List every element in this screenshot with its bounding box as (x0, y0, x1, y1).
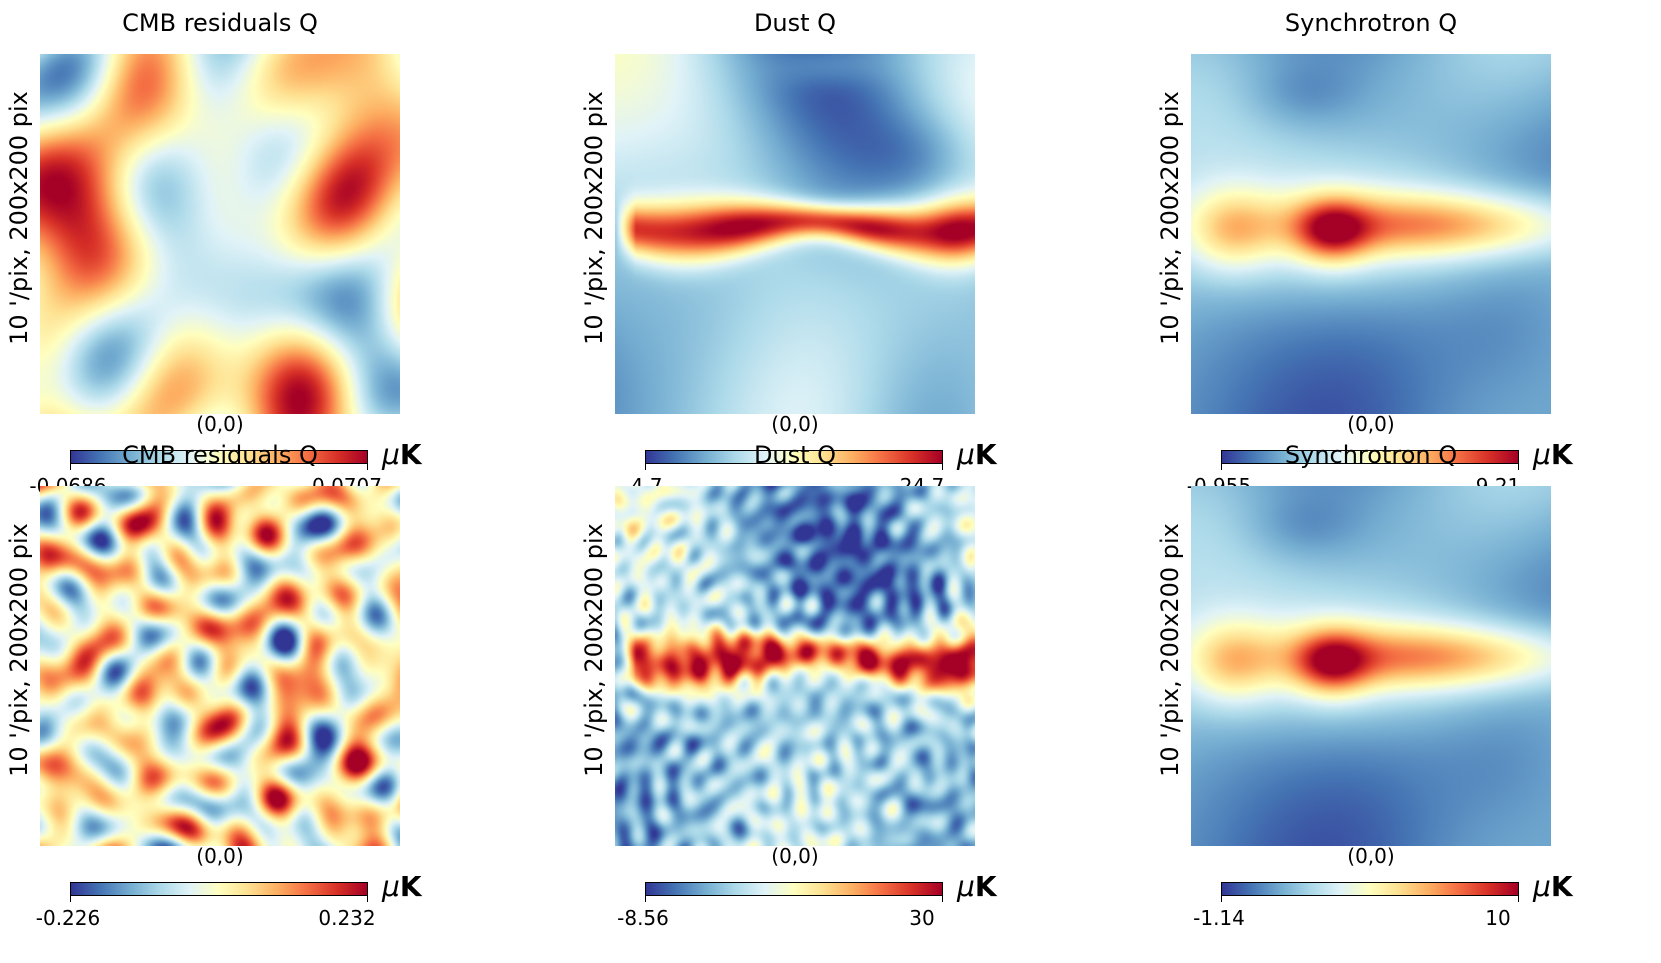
panel-synchrotron-bottom: Synchrotron Q 10 '/pix, 200x200 pix (0,0… (1151, 440, 1573, 930)
heatmap-cmb-residuals (40, 54, 400, 414)
y-axis-label: 10 '/pix, 200x200 pix (5, 91, 33, 345)
unit-prefix: μ (957, 438, 975, 471)
colorbar-min-label: -0.226 (35, 906, 101, 930)
heatmap-dust (615, 486, 975, 846)
center-label: (0,0) (771, 844, 819, 868)
unit-letter: K (1550, 870, 1573, 903)
colorbar-tick-min (70, 896, 71, 902)
colorbar-tick-min (1221, 464, 1222, 470)
panel-synchrotron-top: Synchrotron Q 10 '/pix, 200x200 pix (0,0… (1151, 8, 1573, 498)
unit-prefix: μ (1533, 870, 1551, 903)
unit-letter: K (974, 870, 997, 903)
unit-letter: K (1550, 438, 1573, 471)
colorbar-unit: μK (957, 438, 997, 472)
colorbar-tick-min (70, 464, 71, 470)
colorbar-unit: μK (382, 870, 422, 904)
colorbar (1221, 450, 1519, 464)
y-axis-label: 10 '/pix, 200x200 pix (1156, 523, 1184, 777)
center-label: (0,0) (196, 412, 244, 436)
unit-prefix: μ (1533, 438, 1551, 471)
panel-dust-bottom: Dust Q 10 '/pix, 200x200 pix (0,0) -8.56… (575, 440, 997, 930)
colorbar-tick-max (367, 896, 368, 902)
center-label: (0,0) (1347, 412, 1395, 436)
unit-prefix: μ (957, 870, 975, 903)
panel-title: CMB residuals Q (122, 441, 318, 469)
colorbar-tick-min (1221, 896, 1222, 902)
unit-prefix: μ (382, 870, 400, 903)
colorbar-tick-max (367, 464, 368, 470)
center-label: (0,0) (1347, 844, 1395, 868)
colorbar-max-label: 30 (909, 906, 935, 930)
heatmap-synchrotron (1191, 54, 1551, 414)
panel-dust-top: Dust Q 10 '/pix, 200x200 pix (0,0) -4.7 … (575, 8, 997, 498)
colorbar (645, 450, 943, 464)
unit-letter: K (399, 438, 422, 471)
colorbar (1221, 882, 1519, 896)
panel-title: Dust Q (753, 9, 837, 37)
y-axis-label: 10 '/pix, 200x200 pix (580, 91, 608, 345)
panel-title: CMB residuals Q (122, 9, 318, 37)
colorbar (645, 882, 943, 896)
y-axis-label: 10 '/pix, 200x200 pix (1156, 91, 1184, 345)
colorbar-unit: μK (957, 870, 997, 904)
colorbar-unit: μK (382, 438, 422, 472)
colorbar-max-label: 0.232 (318, 906, 376, 930)
heatmap-cmb-residuals (40, 486, 400, 846)
unit-prefix: μ (382, 438, 400, 471)
colorbar (70, 450, 368, 464)
colorbar-min-label: -8.56 (617, 906, 669, 930)
panel-cmb-residuals-bottom: CMB residuals Q 10 '/pix, 200x200 pix (0… (0, 440, 422, 930)
colorbar-tick-max (1518, 464, 1519, 470)
colorbar (70, 882, 368, 896)
colorbar-tick-max (1518, 896, 1519, 902)
panel-cmb-residuals-top: CMB residuals Q 10 '/pix, 200x200 pix (0… (0, 8, 422, 498)
y-axis-label: 10 '/pix, 200x200 pix (580, 523, 608, 777)
center-label: (0,0) (196, 844, 244, 868)
panel-title: Synchrotron Q (1284, 9, 1458, 37)
panel-title: Dust Q (753, 441, 837, 469)
colorbar-max-label: 10 (1485, 906, 1511, 930)
panel-title: Synchrotron Q (1284, 441, 1458, 469)
heatmap-synchrotron (1191, 486, 1551, 846)
colorbar-tick-max (942, 464, 943, 470)
heatmap-dust (615, 54, 975, 414)
colorbar-unit: μK (1533, 870, 1573, 904)
colorbar-unit: μK (1533, 438, 1573, 472)
unit-letter: K (974, 438, 997, 471)
unit-letter: K (399, 870, 422, 903)
colorbar-tick-min (645, 464, 646, 470)
center-label: (0,0) (771, 412, 819, 436)
colorbar-min-label: -1.14 (1193, 906, 1245, 930)
colorbar-tick-min (645, 896, 646, 902)
colorbar-tick-max (942, 896, 943, 902)
y-axis-label: 10 '/pix, 200x200 pix (5, 523, 33, 777)
